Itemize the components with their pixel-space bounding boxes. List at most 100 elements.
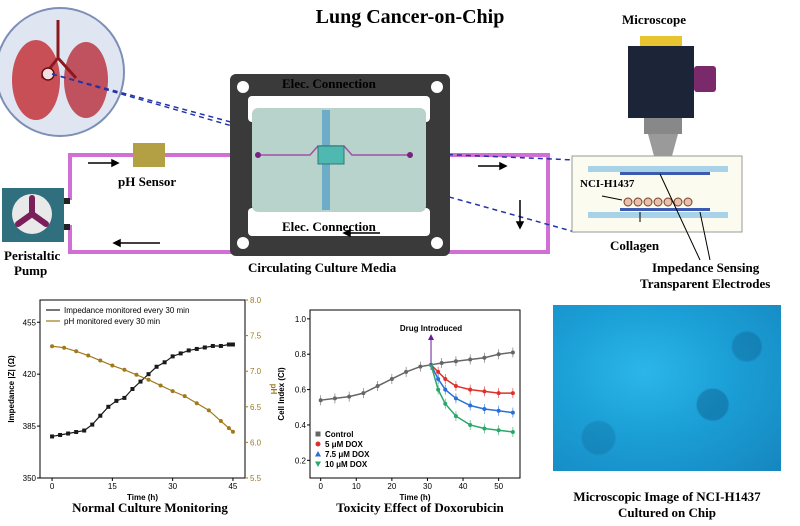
data-point — [226, 426, 231, 431]
micro-caption-line2: Cultured on Chip — [617, 505, 716, 520]
micro-caption-line1: Microscopic Image of NCI-H1437 — [573, 489, 761, 504]
data-point — [146, 377, 151, 382]
x-tick-label: 45 — [228, 482, 237, 491]
y-right-tick-label: 7.5 — [250, 332, 262, 341]
y-right-axis-label: pH — [269, 384, 278, 395]
data-point — [436, 376, 441, 381]
y-right-tick-label: 8.0 — [250, 296, 262, 305]
data-point — [134, 372, 139, 377]
series-line-1 — [51, 345, 234, 433]
data-point — [439, 361, 444, 366]
x-tick-label: 30 — [168, 482, 177, 491]
x-tick-label: 0 — [318, 482, 323, 491]
data-point — [58, 432, 63, 437]
data-point — [453, 396, 458, 401]
drug-introduced-annotation: Drug Introduced — [400, 324, 462, 333]
x-tick-label: 10 — [352, 482, 361, 491]
data-point — [418, 364, 423, 369]
data-point — [202, 345, 207, 350]
data-point — [162, 360, 167, 365]
y-tick-label: 420 — [23, 370, 37, 379]
page-title: Lung Cancer-on-Chip — [315, 6, 505, 28]
data-point — [50, 344, 55, 349]
y-axis-label: Impedance |Z| (Ω) — [7, 355, 16, 423]
microscope-label: Microscope — [622, 12, 687, 27]
y-right-tick-label: 6.0 — [250, 438, 262, 447]
data-point — [230, 342, 235, 347]
data-point — [158, 383, 163, 388]
drug-arrow-head — [428, 334, 435, 340]
data-point — [482, 426, 487, 431]
legend-marker — [315, 451, 321, 457]
data-point — [178, 351, 183, 356]
series-line-2 — [430, 364, 513, 414]
microscopic-image — [553, 305, 781, 471]
data-point — [62, 345, 67, 350]
legend-marker — [315, 441, 321, 447]
chart-doxorubicin: 0 10 20 30 40 50 0.2 0.4 0.6 0.8 1.0 Time (h) Cell I… — [277, 309, 521, 502]
legend-label: Control — [325, 430, 353, 439]
data-point — [226, 342, 231, 347]
data-point — [453, 414, 458, 419]
data-point — [443, 376, 448, 381]
legend-marker — [315, 461, 321, 467]
data-point — [146, 372, 151, 377]
x-tick-label: 40 — [459, 482, 468, 491]
elec-connection-top-label: Elec. Connection — [282, 76, 376, 91]
data-point — [496, 428, 501, 433]
ph-sensor-block — [133, 143, 165, 167]
data-point — [154, 364, 159, 369]
data-point — [230, 429, 235, 434]
flow-arrows — [88, 158, 525, 248]
y-tick-label: 1.0 — [295, 315, 307, 324]
microscope — [628, 36, 716, 166]
lung-illustration — [0, 7, 125, 137]
data-point — [90, 422, 95, 427]
legend-label: 5 μM DOX — [325, 440, 363, 449]
data-point — [50, 434, 55, 439]
data-point — [66, 431, 71, 436]
data-point — [468, 357, 473, 362]
y-right-tick-label: 6.5 — [250, 403, 262, 412]
legend-label: 10 μM DOX — [325, 460, 368, 469]
legend-label: Impedance monitored every 30 min — [64, 306, 189, 315]
data-point — [206, 408, 211, 413]
x-tick-label: 0 — [50, 482, 55, 491]
peristaltic-pump — [2, 188, 70, 242]
electrodes-label-line2: Transparent Electrodes — [640, 276, 771, 291]
data-point — [510, 350, 515, 355]
data-point — [318, 398, 323, 403]
data-point — [110, 363, 115, 368]
electrodes-label-line1: Impedance Sensing — [652, 260, 760, 275]
chart1-frame — [39, 299, 246, 479]
y-tick-label: 350 — [23, 474, 37, 483]
data-point — [210, 343, 215, 348]
y-tick-label: 0.2 — [295, 456, 307, 465]
data-point — [130, 387, 135, 391]
elec-connection-bottom-label: Elec. Connection — [282, 219, 376, 234]
chart2-caption: Toxicity Effect of Doxorubicin — [336, 500, 504, 515]
data-point — [218, 343, 223, 348]
x-axis-label: Time (h) — [400, 493, 431, 502]
y-right-tick-label: 7.0 — [250, 367, 262, 376]
y-tick-label: 455 — [23, 318, 37, 327]
data-point — [482, 355, 487, 360]
data-point — [443, 401, 448, 406]
y-tick-label: 0.8 — [295, 350, 307, 359]
data-point — [122, 367, 127, 372]
legend-label: pH monitored every 30 min — [64, 317, 160, 326]
data-point — [82, 428, 87, 433]
data-point — [443, 387, 448, 392]
y-tick-label: 385 — [23, 422, 37, 431]
chip-cross-section — [571, 155, 743, 261]
x-axis-label: Time (h) — [127, 493, 158, 502]
y-tick-label: 0.6 — [295, 386, 307, 395]
series-line-3 — [430, 364, 513, 433]
data-point — [482, 389, 487, 394]
data-point — [361, 391, 366, 396]
x-tick-label: 30 — [423, 482, 432, 491]
data-point — [74, 349, 79, 354]
chart1-caption: Normal Culture Monitoring — [72, 500, 228, 515]
data-point — [86, 353, 91, 358]
